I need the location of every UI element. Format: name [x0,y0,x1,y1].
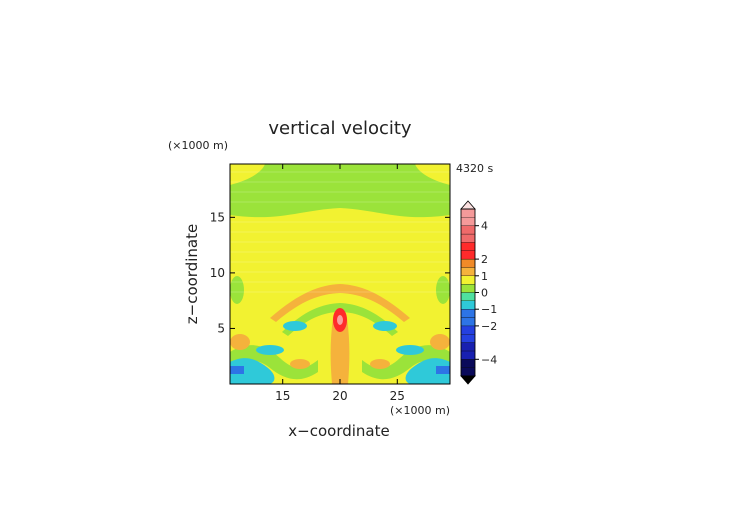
colorbar-tick-label: −2 [481,320,497,333]
contour-right-cyan-streak [373,321,397,331]
contour-updraft-peak [337,315,343,325]
contour-right-side-blob [436,276,450,304]
colorbar-segment [460,208,476,218]
colorbar-segment [460,267,476,276]
colorbar-tick-label: 1 [481,270,488,283]
colorbar-tick-label: 2 [481,253,488,266]
colorbar: 4 2 1 0 −1 −2 −4 [460,200,497,385]
grid-hatch [230,171,450,293]
x-unit-label: (×1000 m) [390,404,450,417]
contour-arch-green [282,303,398,336]
colorbar-extend-max [460,200,476,210]
colorbar-segment [460,275,476,285]
contour-left-cyan-streak [283,321,307,331]
colorbar-segment [460,309,476,318]
contour-lower-left-green [230,345,318,380]
colorbar-segment [460,325,476,335]
colorbar-segment [460,233,476,243]
x-tick-label: 25 [390,389,405,403]
contour-upper-band [230,164,450,218]
contour-lower-right-green [362,345,450,380]
colorbar-segment [460,217,476,226]
contour-left-cyan-streak-2 [256,345,284,355]
contour-left-orange-blob [230,334,250,350]
heatmap-plot [229,163,451,385]
colorbar-tick-label: −4 [481,353,497,366]
colorbar-tick-label: 0 [481,287,488,300]
contour-right-orange-blob [430,334,450,350]
x-tick-label: 20 [332,389,347,403]
contour-upper-left-pocket [230,164,265,185]
colorbar-segment [460,225,476,235]
colorbar-segment [460,250,476,260]
contour-lower-orange-right [370,359,390,369]
colorbar-segment [460,283,476,293]
y-tick-label: 10 [210,266,225,280]
contour-right-cyan-streak-2 [396,345,424,355]
contour-lower-right-cyan [405,358,450,384]
colorbar-tick-label: −1 [481,303,497,316]
colorbar-segment [460,342,476,352]
x-axis: 15 20 25 [275,164,405,403]
contour-left-side-blob [230,276,244,304]
contour-upper-right-pocket [415,164,450,185]
contour-lower-orange-left [290,359,310,369]
contour-arch-outer [270,284,410,322]
colorbar-segment [460,292,476,302]
y-tick-label: 15 [210,210,225,224]
contour-lower-left-cyan [230,358,275,384]
contour-right-downdraft [436,366,450,374]
colorbar-segment [460,350,476,360]
colorbar-segment [460,317,476,327]
colorbar-segment [460,359,476,368]
y-tick-label: 5 [217,321,225,335]
colorbar-segment [460,300,476,310]
time-label: 4320 s [456,162,493,175]
colorbar-segment [460,242,476,251]
colorbar-tick-label: 4 [481,220,488,233]
colorbar-segment [460,334,476,343]
y-axis: 5 10 15 [210,210,450,335]
x-tick-label: 15 [275,389,290,403]
x-axis-label: x−coordinate [288,422,389,440]
colorbar-segment [460,258,476,268]
chart-title: vertical velocity [268,118,412,139]
colorbar-extend-min [460,375,476,385]
contour-left-downdraft [230,366,244,374]
y-unit-label: (×1000 m) [168,139,228,152]
colorbar-segment [460,367,476,377]
y-axis-label: z−coordinate [183,224,201,324]
contour-field [230,164,450,384]
